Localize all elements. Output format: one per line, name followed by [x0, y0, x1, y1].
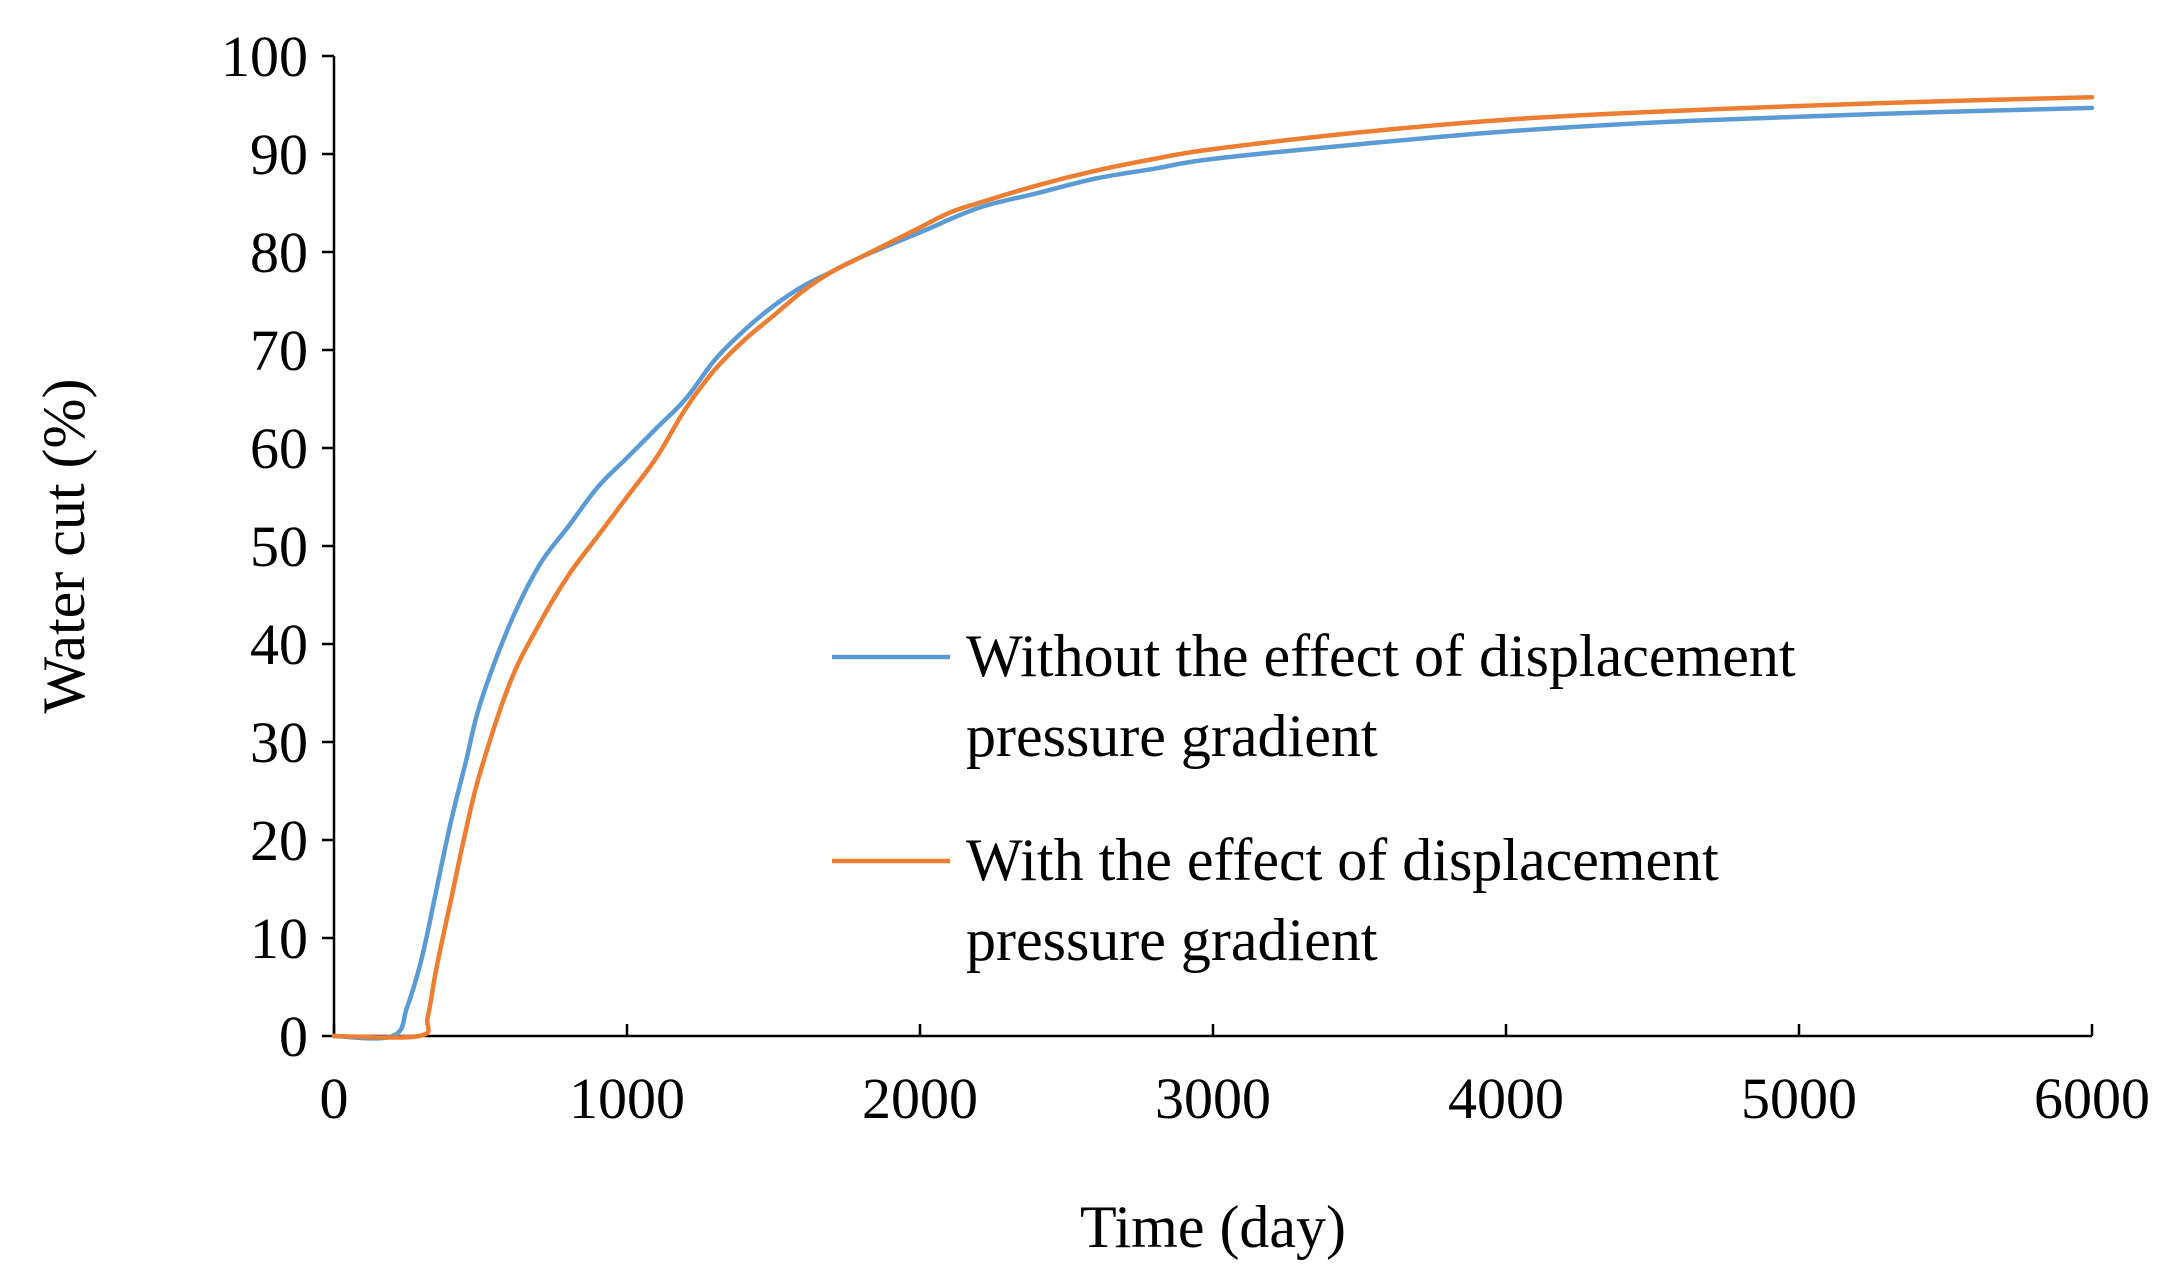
- y-tick-label: 30: [250, 710, 308, 775]
- x-tick-label: 0: [320, 1066, 349, 1131]
- series-line-without-effect: [331, 105, 2095, 1041]
- legend-label-with-line-1: With the effect of displacement: [966, 827, 1719, 893]
- series-line-with-effect: [331, 94, 2095, 1040]
- y-tick-label: 90: [250, 122, 308, 187]
- y-tick-label: 50: [250, 514, 308, 579]
- y-tick-label: 20: [250, 808, 308, 873]
- y-tick-label: 0: [279, 1004, 308, 1069]
- x-axis-title: Time (day): [1080, 1194, 1346, 1260]
- y-tick-label: 10: [250, 906, 308, 971]
- x-tick-label: 1000: [569, 1066, 685, 1131]
- y-tick-label: 40: [250, 612, 308, 677]
- y-tick-label: 60: [250, 416, 308, 481]
- legend-label-without-line-2: pressure gradient: [966, 703, 1378, 769]
- y-axis-title: Water cut (%): [31, 379, 97, 714]
- y-tick-label: 80: [250, 220, 308, 285]
- y-axis: 0 10 20 30 40 50 60 70 80 90 100: [221, 24, 336, 1069]
- x-tick-label: 5000: [1741, 1066, 1857, 1131]
- x-axis: 0 1000 2000 3000 4000 5000 6000: [320, 1024, 2150, 1131]
- series-lines: [331, 94, 2095, 1041]
- x-ticks: 0 1000 2000 3000 4000 5000 6000: [320, 1024, 2150, 1131]
- y-tick-label: 70: [250, 318, 308, 383]
- legend-label-with-line-2: pressure gradient: [966, 907, 1378, 973]
- legend-label-without-line-1: Without the effect of displacement: [966, 623, 1796, 689]
- legend: Without the effect of displacement press…: [832, 623, 1796, 973]
- x-tick-label: 4000: [1448, 1066, 1564, 1131]
- y-ticks: 0 10 20 30 40 50 60 70 80 90 100: [221, 24, 334, 1069]
- y-tick-label: 100: [221, 24, 308, 89]
- x-tick-label: 2000: [862, 1066, 978, 1131]
- x-tick-label: 6000: [2034, 1066, 2150, 1131]
- x-tick-label: 3000: [1155, 1066, 1271, 1131]
